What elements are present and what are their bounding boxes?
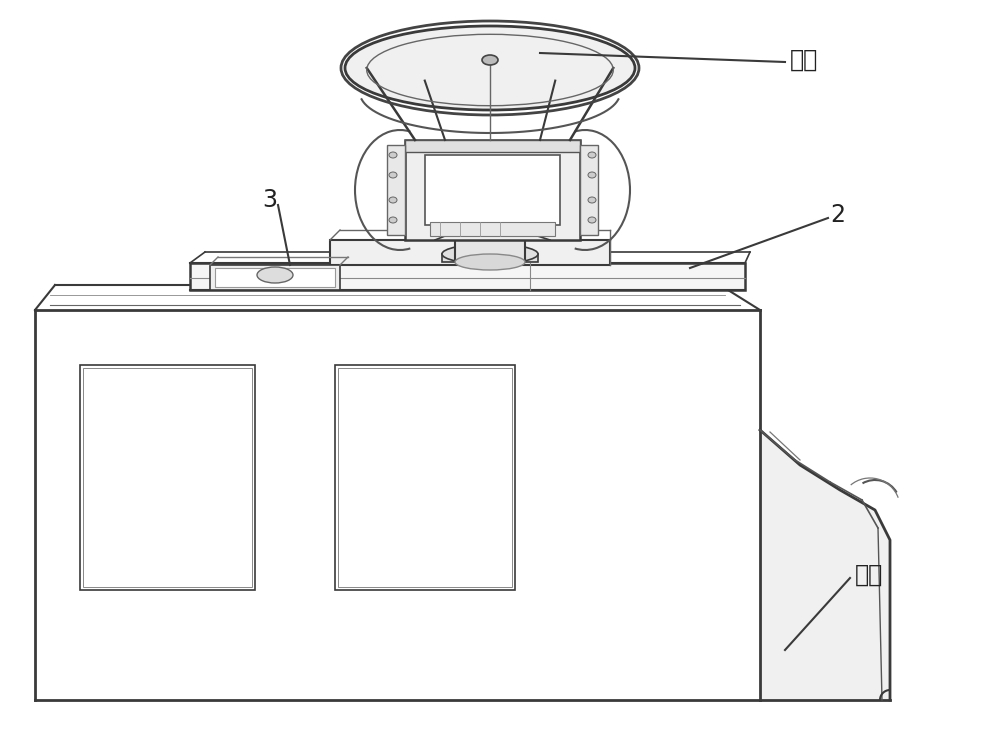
Ellipse shape <box>455 220 525 240</box>
Bar <box>580 145 598 235</box>
Bar <box>338 368 512 587</box>
Bar <box>215 268 335 287</box>
Ellipse shape <box>455 254 525 270</box>
Bar <box>330 240 610 265</box>
Polygon shape <box>35 310 760 700</box>
Bar <box>425 155 560 225</box>
Bar <box>405 140 580 152</box>
Bar <box>190 263 745 290</box>
Bar <box>80 365 255 590</box>
Bar <box>455 230 525 262</box>
Text: 车厄: 车厄 <box>855 563 883 587</box>
Bar <box>210 265 340 290</box>
Ellipse shape <box>257 267 293 283</box>
Bar <box>442 254 538 262</box>
Ellipse shape <box>345 26 635 110</box>
Polygon shape <box>760 310 890 700</box>
Ellipse shape <box>442 244 538 264</box>
Ellipse shape <box>588 217 596 223</box>
Ellipse shape <box>482 55 498 65</box>
Bar <box>387 145 405 235</box>
Ellipse shape <box>389 152 397 158</box>
Text: 2: 2 <box>830 203 845 227</box>
Bar <box>430 222 555 236</box>
Ellipse shape <box>588 197 596 203</box>
Ellipse shape <box>389 172 397 178</box>
Ellipse shape <box>389 217 397 223</box>
Ellipse shape <box>588 172 596 178</box>
Text: 3: 3 <box>263 188 278 212</box>
Text: 雷达: 雷达 <box>790 48 818 72</box>
Bar <box>405 140 580 240</box>
Ellipse shape <box>588 152 596 158</box>
Bar <box>335 365 515 590</box>
Bar <box>83 368 252 587</box>
Ellipse shape <box>389 197 397 203</box>
